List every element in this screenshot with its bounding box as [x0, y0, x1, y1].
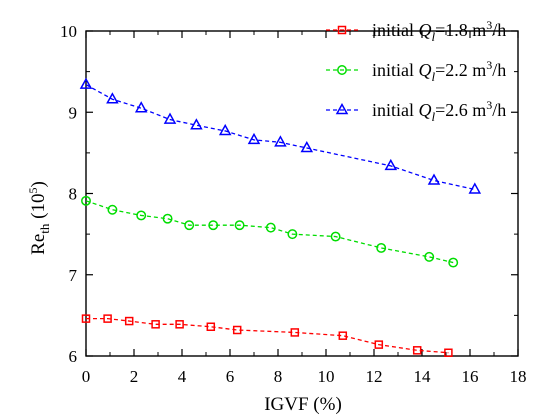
legend-label-part: l: [432, 29, 436, 44]
data-point: [163, 112, 177, 124]
data-point: [206, 322, 216, 331]
data-point: [81, 195, 91, 206]
data-point: [107, 204, 118, 215]
data-point: [287, 229, 298, 240]
data-point: [338, 331, 348, 340]
legend-label-part: /h: [492, 100, 506, 120]
data-point: [300, 140, 314, 153]
data-point: [384, 158, 398, 171]
x-tick-label: 14: [414, 367, 432, 386]
data-point: [106, 92, 119, 104]
legend-label-part: /h: [492, 20, 506, 40]
data-point: [274, 135, 287, 147]
y-tick-label: 8: [69, 185, 78, 204]
y-tick-label: 10: [60, 22, 77, 41]
y-axis-label: Reth (105): [26, 181, 52, 255]
y-axis-label-unit-close: ): [28, 181, 49, 187]
data-point: [448, 257, 459, 268]
legend-label-part: l: [432, 109, 436, 124]
legend-entry: initial Ql=2.2 m3/h: [326, 58, 506, 84]
y-tick-label: 9: [69, 103, 78, 122]
data-point: [136, 210, 147, 221]
legend-marker: [337, 65, 347, 75]
data-point: [124, 316, 134, 326]
legend-label-part: =2.2 m: [435, 60, 486, 80]
data-point: [424, 251, 435, 262]
data-point: [103, 314, 112, 323]
series-square: [81, 314, 453, 357]
x-tick-label: 18: [510, 367, 527, 386]
y-tick-label: 6: [69, 347, 78, 366]
data-point: [265, 222, 276, 233]
y-axis-label-unit-open: (10: [28, 194, 49, 224]
legend-label-part: /h: [492, 60, 506, 80]
data-point: [184, 220, 195, 231]
legend-label: initial Ql=2.2 m3/h: [372, 58, 506, 84]
x-tick-label: 10: [318, 367, 335, 386]
x-tick-label: 6: [226, 367, 235, 386]
legend-label-part: Q: [419, 60, 432, 80]
x-tick-label: 4: [178, 367, 187, 386]
data-point: [330, 231, 341, 242]
x-tick-label: 8: [274, 367, 283, 386]
data-point: [232, 325, 242, 335]
data-point: [376, 242, 387, 253]
legend-label-part: =2.6 m: [435, 100, 486, 120]
series-triangle: [79, 77, 482, 194]
data-point: [134, 101, 148, 113]
x-tick-label: 12: [366, 367, 383, 386]
legend-label-part: initial: [372, 60, 419, 80]
data-point: [412, 346, 422, 355]
data-point: [81, 314, 91, 323]
axis-ticks: 0 2 4 6 8 10 12 14 16 18 6 7 8 9 10: [60, 22, 527, 386]
data-point: [151, 320, 160, 329]
data-point: [79, 77, 93, 89]
legend-entry: initial Ql=1.8 m3/h: [326, 18, 506, 44]
legend-label: initial Ql=1.8 m3/h: [372, 18, 506, 44]
y-axis-label-unit-sup: 5: [26, 188, 40, 194]
data-point: [468, 182, 482, 194]
data-point: [234, 220, 245, 231]
series-line: [86, 317, 449, 354]
legend-entry: initial Ql=2.6 m3/h: [326, 98, 506, 124]
data-point: [162, 213, 173, 224]
x-tick-label: 16: [462, 367, 479, 386]
legend-label-part: Q: [419, 100, 432, 120]
legend-label-part: 3: [486, 58, 492, 72]
legend-label-part: 3: [486, 98, 492, 112]
y-axis-label-main: Re: [28, 234, 49, 255]
legend-label-part: l: [432, 69, 436, 84]
data-point: [427, 173, 441, 185]
legend-label-part: Q: [419, 20, 432, 40]
series-line: [85, 84, 475, 191]
legend-label-part: =1.8 m: [435, 20, 486, 40]
legend-marker: [335, 102, 349, 115]
data-point: [208, 220, 219, 231]
legend-label: initial Ql=2.6 m3/h: [372, 98, 506, 124]
legend-marker: [337, 25, 347, 35]
data-point: [175, 320, 184, 329]
x-axis-label: IGVF (%): [264, 394, 342, 415]
series-circle: [81, 195, 459, 268]
data-point: [444, 348, 453, 357]
data-point: [218, 123, 232, 136]
y-tick-label: 7: [69, 266, 78, 285]
series-layer: [79, 77, 482, 357]
data-point: [290, 328, 300, 337]
y-axis-label-sub: th: [37, 223, 52, 234]
legend-label-part: initial: [372, 100, 419, 120]
x-tick-label: 0: [82, 367, 91, 386]
series-line: [85, 200, 454, 264]
data-point: [374, 340, 384, 349]
data-point: [247, 132, 261, 145]
legend-label-part: initial: [372, 20, 419, 40]
x-tick-label: 2: [130, 367, 139, 386]
legend-label-part: 3: [486, 18, 492, 32]
data-point: [190, 118, 203, 130]
